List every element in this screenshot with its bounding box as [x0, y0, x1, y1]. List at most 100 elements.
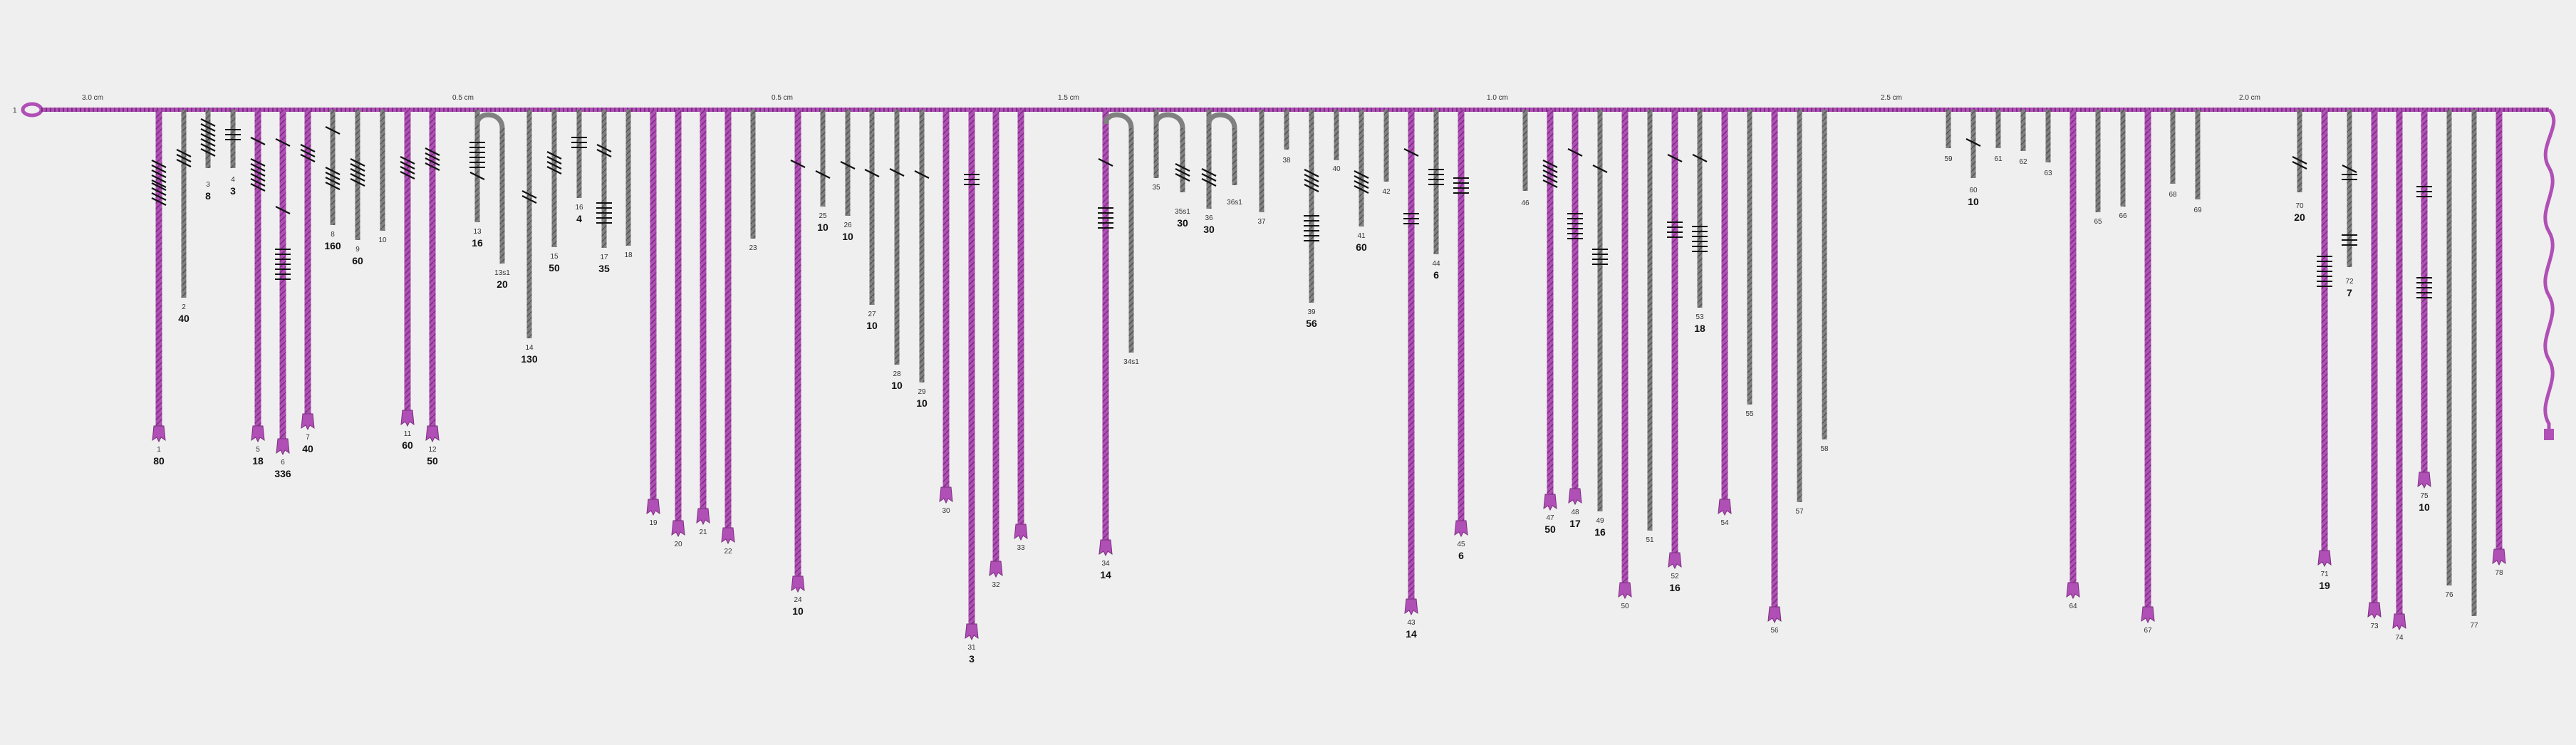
- pendant-cord-76: [2446, 110, 2452, 585]
- cord-label-65: 65: [2094, 218, 2102, 226]
- knot-value-1: 80: [153, 455, 165, 467]
- cord-label-36s1: 36s1: [1227, 199, 1242, 207]
- knot-value-24: 10: [792, 605, 804, 617]
- pendant-61: 61: [1994, 110, 2003, 163]
- cord-label-26: 26: [843, 222, 852, 229]
- pendant-64: 64: [2066, 110, 2080, 610]
- knot-value-13: 16: [472, 237, 483, 249]
- single-knot-3: [200, 123, 216, 132]
- pendant-62: 62: [2019, 110, 2027, 166]
- cord-label-2: 2: [182, 303, 186, 311]
- pendant-59: 59: [1944, 110, 1953, 163]
- pendant-67: 67: [2141, 110, 2155, 635]
- cord-label-48: 48: [1571, 509, 1579, 516]
- single-knot-35s1: [1175, 168, 1190, 177]
- primary-cord: 1: [13, 102, 2556, 440]
- pendant-cord-39: [1309, 110, 1314, 303]
- pendant-74: 74: [2392, 110, 2406, 642]
- cord-label-4: 4: [231, 176, 235, 184]
- pendant-cord-51: [1647, 110, 1653, 531]
- pendant-cord-61: [1995, 110, 2001, 148]
- primary-cord-wavy-end: [2543, 108, 2556, 436]
- pendant-35: 35: [1152, 110, 1160, 192]
- pendant-34s1: 34s1: [1103, 112, 1139, 366]
- spacing-label: 2.5 cm: [1881, 94, 1902, 102]
- cord-label-35s1: 35s1: [1175, 208, 1190, 216]
- single-knot-15: [546, 161, 562, 170]
- pendant-21: 21: [696, 110, 710, 536]
- tassel-end-78: [2492, 548, 2506, 566]
- pendant-cord-35: [1153, 110, 1159, 178]
- pendant-44: 446: [1428, 110, 1444, 281]
- knot-value-8: 160: [324, 240, 341, 251]
- pendant-cord-19: [650, 110, 657, 509]
- single-knot-1: [151, 182, 167, 191]
- primary-cord-label: 1: [13, 107, 17, 115]
- cord-label-66: 66: [2119, 212, 2127, 220]
- pendant-cord-24: [794, 110, 801, 586]
- cord-label-34s1: 34s1: [1123, 358, 1139, 366]
- single-knot-47: [1542, 179, 1558, 188]
- single-knot-3: [200, 148, 216, 157]
- knot-value-29: 10: [916, 397, 928, 409]
- single-knot-5: [250, 183, 266, 192]
- pendant-58: 58: [1820, 110, 1829, 453]
- knot-value-7: 40: [302, 443, 313, 454]
- cord-label-62: 62: [2019, 158, 2027, 166]
- cord-label-55: 55: [1745, 410, 1754, 418]
- single-knot-5: [250, 163, 266, 172]
- pendant-cord-16: [576, 110, 582, 198]
- pendant-36s1: 36s1: [1206, 112, 1242, 207]
- spacing-label: 3.0 cm: [82, 94, 103, 102]
- cord-label-73: 73: [2370, 622, 2379, 630]
- single-knot-70: [2292, 161, 2307, 170]
- single-knot-11: [400, 166, 415, 174]
- single-knot-29: [914, 170, 930, 179]
- cord-label-38: 38: [1282, 157, 1291, 165]
- tassel-end-20: [671, 520, 685, 538]
- pendant-cord-69: [2195, 110, 2201, 199]
- pendant-16: 164: [571, 110, 587, 224]
- pendant-cord-38: [1284, 110, 1289, 150]
- pendant-cord-26: [845, 110, 851, 216]
- knot-value-70: 20: [2294, 212, 2305, 223]
- pendant-cord-13: [474, 110, 480, 222]
- pendant-cord-37: [1259, 110, 1264, 212]
- pendant-cord-59: [1946, 110, 1951, 148]
- pendant-cord-46: [1522, 110, 1528, 191]
- knot-value-45: 6: [1458, 550, 1464, 561]
- pendant-cord-36: [1206, 110, 1212, 209]
- pendant-cord-17: [601, 110, 607, 248]
- single-knot-47: [1542, 165, 1558, 173]
- single-knot-47: [1542, 160, 1558, 168]
- pendant-cord-2: [181, 110, 187, 298]
- cord-label-18: 18: [624, 251, 633, 259]
- spacing-labels: 3.0 cm 0.5 cm 0.5 cm 1.5 cm 1.0 cm 2.5 cm 2.0 …: [82, 94, 2260, 102]
- single-knot-41: [1354, 180, 1369, 189]
- tassel-end-71: [2317, 550, 2332, 568]
- subsidiary-hook-35s1: [1153, 112, 1185, 129]
- cord-label-57: 57: [1795, 508, 1804, 516]
- pendant-78: 78: [2492, 110, 2506, 577]
- cord-label-39: 39: [1307, 308, 1316, 316]
- single-knot-5: [250, 168, 266, 177]
- cord-label-28: 28: [893, 370, 901, 378]
- knot-value-34: 14: [1100, 569, 1111, 580]
- single-knot-17: [596, 149, 612, 157]
- pendant-cord-70: [2297, 110, 2302, 192]
- single-knot-39: [1304, 169, 1319, 177]
- single-knot-1: [151, 179, 167, 188]
- single-knot-41: [1354, 170, 1369, 179]
- pendant-45: 456: [1453, 110, 1469, 561]
- tassel-end-30: [939, 486, 953, 504]
- tassel-end-24: [791, 575, 805, 593]
- cord-label-22: 22: [724, 548, 732, 556]
- pendant-31: 313: [964, 110, 980, 665]
